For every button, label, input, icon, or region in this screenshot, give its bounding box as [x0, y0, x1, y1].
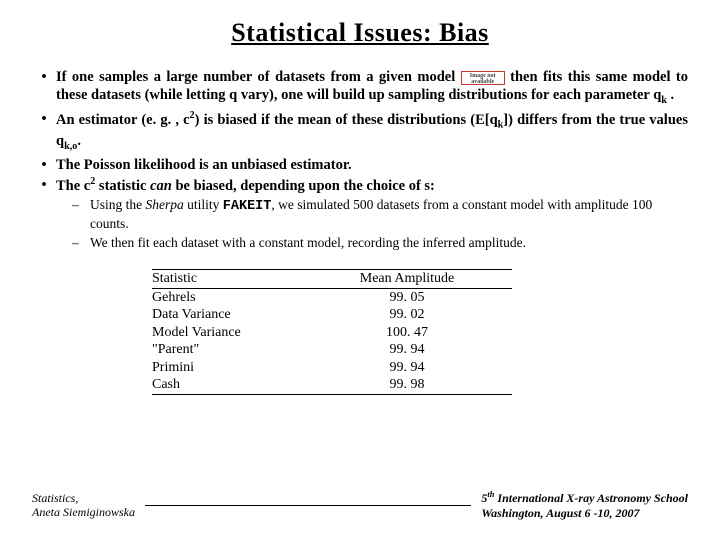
- table-cell: 99. 98: [302, 376, 512, 394]
- table-row: "Parent"99. 94: [152, 341, 512, 359]
- slide-title: Statistical Issues: Bias: [32, 18, 688, 48]
- bullet-text: The Poisson likelihood is an unbiased es…: [56, 156, 688, 174]
- subbullet-item: – We then fit each dataset with a consta…: [72, 235, 688, 252]
- table-cell: 99. 05: [302, 289, 512, 307]
- subbullet-marker: –: [72, 197, 90, 233]
- table-cell: 99. 94: [302, 359, 512, 377]
- subbullet-text: Using the Sherpa utility FAKEIT, we simu…: [90, 197, 688, 233]
- table-row: Gehrels99. 05: [152, 289, 512, 307]
- table-cell: Model Variance: [152, 324, 302, 342]
- footer-divider: [145, 505, 471, 506]
- bullet-item: • If one samples a large number of datas…: [32, 68, 688, 108]
- table-cell: 100. 47: [302, 324, 512, 342]
- bullet-marker: •: [32, 176, 56, 195]
- subbullet-list: – Using the Sherpa utility FAKEIT, we si…: [72, 197, 688, 252]
- subbullet-text: We then fit each dataset with a constant…: [90, 235, 688, 252]
- table-cell: Data Variance: [152, 306, 302, 324]
- table-cell: "Parent": [152, 341, 302, 359]
- table-cell: 99. 02: [302, 306, 512, 324]
- missing-image-icon: Image not available: [461, 71, 505, 85]
- bullet-marker: •: [32, 110, 56, 154]
- subbullet-item: – Using the Sherpa utility FAKEIT, we si…: [72, 197, 688, 233]
- bullet-item: • The Poisson likelihood is an unbiased …: [32, 156, 688, 174]
- table-header-cell: Statistic: [152, 270, 302, 288]
- footer-left: Statistics, Aneta Siemiginowska: [32, 491, 135, 520]
- bullet-item: • An estimator (e. g. , c2) is biased if…: [32, 110, 688, 154]
- bullet-marker: •: [32, 156, 56, 174]
- bullet-text: If one samples a large number of dataset…: [56, 68, 688, 108]
- bullet-item: • The c2 statistic can be biased, depend…: [32, 176, 688, 195]
- table-header-cell: Mean Amplitude: [302, 270, 512, 288]
- subbullet-marker: –: [72, 235, 90, 252]
- statistics-table: Statistic Mean Amplitude Gehrels99. 05Da…: [152, 269, 512, 395]
- table-cell: Gehrels: [152, 289, 302, 307]
- table-cell: 99. 94: [302, 341, 512, 359]
- table-rule: [152, 394, 512, 395]
- footer-right: 5th International X-ray Astronomy School…: [481, 490, 688, 520]
- footer: Statistics, Aneta Siemiginowska 5th Inte…: [32, 490, 688, 520]
- table-cell: Primini: [152, 359, 302, 377]
- table-header-row: Statistic Mean Amplitude: [152, 270, 512, 288]
- bullet-text: The c2 statistic can be biased, dependin…: [56, 176, 688, 195]
- bullet-text: An estimator (e. g. , c2) is biased if t…: [56, 110, 688, 154]
- table-row: Primini99. 94: [152, 359, 512, 377]
- bullet-list: • If one samples a large number of datas…: [32, 68, 688, 395]
- table-row: Cash99. 98: [152, 376, 512, 394]
- table-row: Data Variance99. 02: [152, 306, 512, 324]
- bullet-marker: •: [32, 68, 56, 108]
- table-cell: Cash: [152, 376, 302, 394]
- table-row: Model Variance100. 47: [152, 324, 512, 342]
